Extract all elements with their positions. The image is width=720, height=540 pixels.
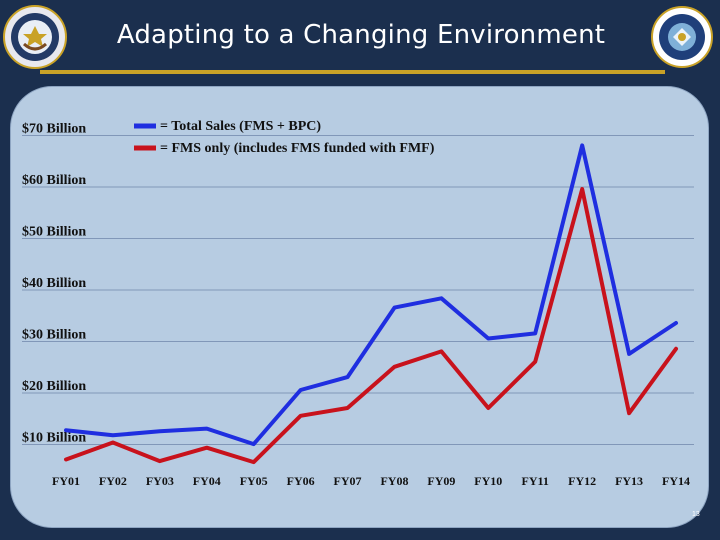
y-tick-label: $40 Billion xyxy=(22,276,86,291)
series-line-fms-only xyxy=(64,187,678,465)
data-point xyxy=(158,459,162,463)
x-tick-label: FY01 xyxy=(52,474,80,488)
x-tick-label: FY08 xyxy=(380,474,408,488)
x-tick-label: FY07 xyxy=(334,474,362,488)
data-point xyxy=(486,406,490,410)
data-point xyxy=(64,458,68,462)
data-point xyxy=(158,429,162,433)
y-tick-label: $70 Billion xyxy=(22,122,86,137)
legend: = Total Sales (FMS + BPC) = FMS only (inc… xyxy=(134,119,435,156)
x-tick-label: FY09 xyxy=(427,474,455,488)
agency-seal-icon xyxy=(651,6,713,68)
y-tick-label: $20 Billion xyxy=(22,379,86,394)
data-point xyxy=(299,414,303,418)
slide-header: Adapting to a Changing Environment xyxy=(0,0,720,80)
data-point xyxy=(111,441,115,445)
data-point xyxy=(346,375,350,379)
data-point xyxy=(205,446,209,450)
x-tick-label: FY11 xyxy=(522,474,549,488)
data-point xyxy=(346,406,350,410)
data-point xyxy=(533,360,537,364)
department-of-defense-seal-icon xyxy=(3,5,67,69)
data-point xyxy=(392,365,396,369)
data-point xyxy=(392,306,396,310)
data-point xyxy=(674,321,678,325)
page-number: 13 xyxy=(692,511,700,518)
title-underline xyxy=(40,70,665,74)
data-point xyxy=(64,428,68,432)
x-tick-label: FY02 xyxy=(99,474,127,488)
x-tick-label: FY10 xyxy=(474,474,502,488)
data-point xyxy=(439,349,443,353)
data-point xyxy=(299,388,303,392)
data-point xyxy=(580,143,584,147)
legend-label: = Total Sales (FMS + BPC) xyxy=(160,119,321,134)
x-tick-label: FY14 xyxy=(662,474,690,488)
data-point xyxy=(580,187,584,191)
data-point xyxy=(439,296,443,300)
data-point xyxy=(252,442,256,446)
x-tick-label: FY06 xyxy=(287,474,315,488)
x-tick-label: FY13 xyxy=(615,474,643,488)
y-tick-label: $10 Billion xyxy=(22,431,86,446)
data-point xyxy=(533,331,537,335)
data-point xyxy=(252,460,256,464)
x-tick-label: FY12 xyxy=(568,474,596,488)
x-tick-label: FY03 xyxy=(146,474,174,488)
y-tick-label: $50 Billion xyxy=(22,225,86,240)
data-point xyxy=(627,352,631,356)
y-tick-label: $30 Billion xyxy=(22,328,86,343)
chart-panel xyxy=(10,86,709,528)
data-point xyxy=(486,337,490,340)
slide-title: Adapting to a Changing Environment xyxy=(116,20,606,50)
data-point xyxy=(627,411,631,415)
y-tick-label: $60 Billion xyxy=(22,173,86,188)
x-tick-label: FY04 xyxy=(193,474,221,488)
series-line-total-sales xyxy=(64,143,678,447)
y-axis-labels: $10 Billion $20 Billion $30 Billion $40 Bil… xyxy=(22,122,86,446)
data-point xyxy=(111,433,115,437)
x-tick-label: FY05 xyxy=(240,474,268,488)
series-lines xyxy=(64,143,678,465)
data-point xyxy=(205,427,209,431)
gridlines xyxy=(22,135,694,445)
x-axis-labels: FY01 FY02 FY03 FY04 FY05 FY06 FY07 FY08 FY09 FY10… xyxy=(52,474,690,488)
data-point xyxy=(674,347,678,351)
legend-label: = FMS only (includes FMS funded with FMF… xyxy=(160,141,435,156)
